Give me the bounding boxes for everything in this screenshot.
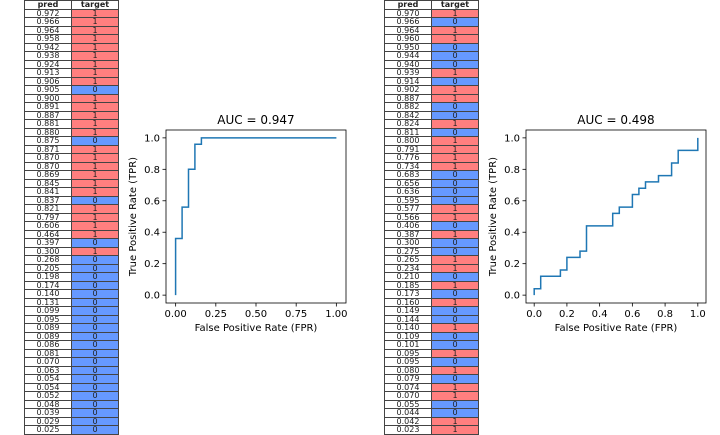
y-tick-label: 0.6 [144, 196, 160, 207]
y-axis-label: True Positive Rate (TPR) [128, 157, 139, 277]
x-axis-label: False Positive Rate (FPR) [555, 323, 678, 334]
x-axis-label: False Positive Rate (FPR) [195, 323, 318, 334]
y-tick-label: 1.0 [144, 133, 160, 144]
y-tick-label: 0.4 [144, 228, 160, 239]
x-tick-label: 1.00 [325, 309, 347, 320]
x-tick-label: 0.4 [592, 309, 608, 320]
table-body: 0.970 1 0.966 0 0.964 1 0.960 1 0.950 0 0.944 0 0.94… [384, 8, 479, 435]
y-axis-label: True Positive Rate (TPR) [488, 157, 499, 277]
table-row: 0.791 1 [384, 144, 479, 154]
y-tick-label: 0.6 [504, 196, 520, 207]
y-tick-label: 1.0 [504, 133, 520, 144]
table-row: 0.938 1 [24, 51, 119, 61]
x-tick-label: 0.6 [624, 309, 640, 320]
table-row: 0.958 1 [24, 34, 119, 44]
x-tick-label: 0.25 [205, 309, 227, 320]
prediction-table-left: pred target 0.972 1 0.966 1 0.964 1 0.958 1 0.94… [24, 0, 119, 435]
table-body: 0.972 1 0.966 1 0.964 1 0.958 1 0.942 1 0.938 1 0.92… [24, 8, 119, 435]
roc-curve-line [174, 137, 337, 296]
y-tick-label: 0.4 [504, 228, 520, 239]
plot-frame [525, 129, 707, 304]
chart-title: AUC = 0.947 [217, 113, 294, 127]
y-tick-label: 0.2 [504, 259, 520, 270]
x-tick-label: 1.0 [690, 309, 706, 320]
x-tick-label: 0.2 [559, 309, 575, 320]
x-tick-label: 0.75 [285, 309, 307, 320]
y-tick-label: 0.2 [144, 259, 160, 270]
table-row: 0.914 0 [384, 76, 479, 86]
table-row: 0.042 1 [384, 416, 479, 426]
y-tick-label: 0.8 [144, 165, 160, 176]
roc-curve-line [533, 137, 699, 296]
table-row: 0.924 1 [24, 59, 119, 69]
y-tick-label: 0.0 [144, 291, 160, 302]
x-tick-label: 0.50 [245, 309, 267, 320]
prediction-table-right: pred target 0.970 1 0.966 0 0.964 1 0.960 1 0.95… [384, 0, 479, 435]
chart-title: AUC = 0.498 [577, 113, 654, 127]
x-tick-label: 0.8 [657, 309, 673, 320]
y-tick-label: 0.0 [504, 291, 520, 302]
y-tick-label: 0.8 [504, 165, 520, 176]
table-row: 0.800 1 [384, 136, 479, 146]
x-tick-label: 0.0 [526, 309, 542, 320]
x-tick-label: 0.00 [165, 309, 187, 320]
table-row: 0.070 1 [384, 391, 479, 401]
